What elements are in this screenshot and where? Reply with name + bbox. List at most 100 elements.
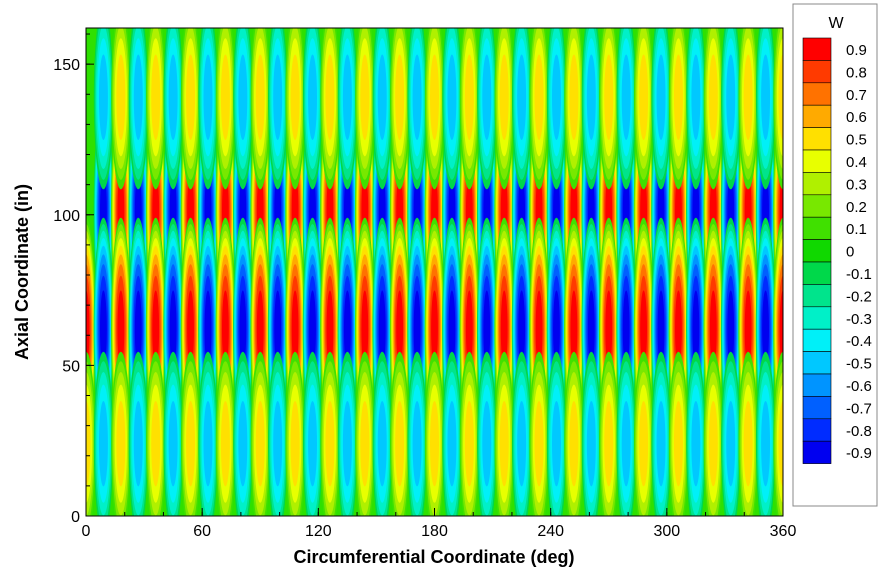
contour-level xyxy=(708,54,718,141)
contour-level xyxy=(290,400,300,487)
contour-level xyxy=(256,290,264,368)
contour-level xyxy=(187,290,194,368)
contour-level xyxy=(60,361,77,526)
contour-level xyxy=(657,290,665,368)
contour-level xyxy=(482,54,492,141)
contour-level xyxy=(762,290,769,368)
legend-swatch xyxy=(802,440,832,464)
contour-level xyxy=(342,54,352,141)
contour-level xyxy=(586,400,596,487)
contour-level xyxy=(134,290,142,368)
x-tick-label: 120 xyxy=(305,523,332,540)
contour-level xyxy=(517,54,527,141)
y-tick-label: 50 xyxy=(62,358,80,375)
contour-level xyxy=(744,290,752,368)
legend-label: -0.6 xyxy=(846,378,872,395)
contour-level xyxy=(86,290,90,368)
contour-level xyxy=(239,290,247,368)
legend-label: -0.1 xyxy=(846,266,872,283)
contour-level xyxy=(395,54,405,141)
contour-level xyxy=(168,400,178,487)
contour-level xyxy=(168,54,178,141)
contour-level xyxy=(186,400,196,487)
legend-label: -0.5 xyxy=(846,356,872,373)
contour-level xyxy=(675,290,682,368)
contour-level xyxy=(238,54,248,141)
contour-level xyxy=(761,400,771,487)
x-axis: 0 60 120 180 240 300 360 xyxy=(82,508,797,540)
contour-level xyxy=(569,400,579,487)
contour-level xyxy=(673,54,683,141)
contour-level xyxy=(221,290,229,368)
contour-level xyxy=(621,54,631,141)
contour-level xyxy=(534,400,544,487)
contour-level xyxy=(430,400,439,487)
contour-level xyxy=(360,400,370,487)
legend-label: 0.6 xyxy=(846,109,867,126)
legend-swatch xyxy=(802,37,832,61)
contour-level xyxy=(412,400,422,487)
contour-level xyxy=(98,400,108,487)
contour-level xyxy=(464,400,474,487)
contour-level xyxy=(778,54,783,140)
contour-level xyxy=(726,54,736,141)
y-axis: 0 50 100 150 xyxy=(53,33,94,526)
contour-level xyxy=(761,54,771,141)
contour-level xyxy=(152,290,160,368)
contour-band xyxy=(93,28,783,190)
contour-level xyxy=(308,54,318,141)
contour-level xyxy=(447,400,457,487)
contour-level xyxy=(621,400,631,487)
contour-level xyxy=(169,290,177,368)
contour-level xyxy=(116,54,126,141)
contour-level xyxy=(656,54,666,141)
contour-level xyxy=(551,400,561,487)
contour-level xyxy=(325,400,335,487)
legend-swatch xyxy=(802,418,832,442)
contour-level xyxy=(656,400,666,487)
contour-level xyxy=(61,238,77,420)
contour-level xyxy=(622,290,630,368)
y-tick-label: 0 xyxy=(71,509,80,526)
x-tick-label: 60 xyxy=(193,523,211,540)
contour-level xyxy=(727,290,735,368)
contour-level xyxy=(709,290,717,368)
contour-level xyxy=(62,385,74,503)
legend-swatch xyxy=(802,351,832,375)
contour-level xyxy=(570,290,578,368)
plot-area xyxy=(60,28,783,526)
legend-label: 0.2 xyxy=(846,199,867,216)
contour-level xyxy=(465,290,473,368)
legend-swatch xyxy=(802,373,832,397)
contour-level xyxy=(430,54,439,141)
contour-level xyxy=(726,400,736,487)
contour-level xyxy=(639,54,649,141)
contour-level xyxy=(151,54,161,141)
contour-level xyxy=(517,400,527,487)
contour-level xyxy=(395,400,405,487)
contour-level xyxy=(482,400,492,487)
x-tick-label: 180 xyxy=(421,523,448,540)
x-tick-label: 0 xyxy=(82,523,91,540)
contour-level xyxy=(377,54,387,141)
legend: W 0.9 0.8 0.7 0.6 0.5 0.4 0.3 0.2 0.1 0 -0.1 -0.2 -0… xyxy=(792,3,878,507)
contour-level xyxy=(220,400,230,487)
contour-level xyxy=(639,400,649,487)
contour-level xyxy=(220,54,230,141)
contour-level xyxy=(708,400,718,487)
contour-level xyxy=(535,290,543,368)
contour-level xyxy=(605,290,613,368)
legend-label: -0.4 xyxy=(846,333,872,350)
contour-level xyxy=(464,54,474,141)
x-tick-label: 240 xyxy=(537,523,564,540)
x-axis-title: Circumferential Coordinate (deg) xyxy=(293,547,574,567)
legend-swatch xyxy=(802,104,832,128)
legend-label: 0.5 xyxy=(846,132,867,149)
contour-level xyxy=(500,290,508,368)
legend-label: -0.3 xyxy=(846,311,872,328)
x-tick-label: 360 xyxy=(770,523,797,540)
contour-level xyxy=(291,290,299,368)
contour-level xyxy=(342,400,352,487)
contour-level xyxy=(308,400,318,487)
legend-label: -0.8 xyxy=(846,423,872,440)
